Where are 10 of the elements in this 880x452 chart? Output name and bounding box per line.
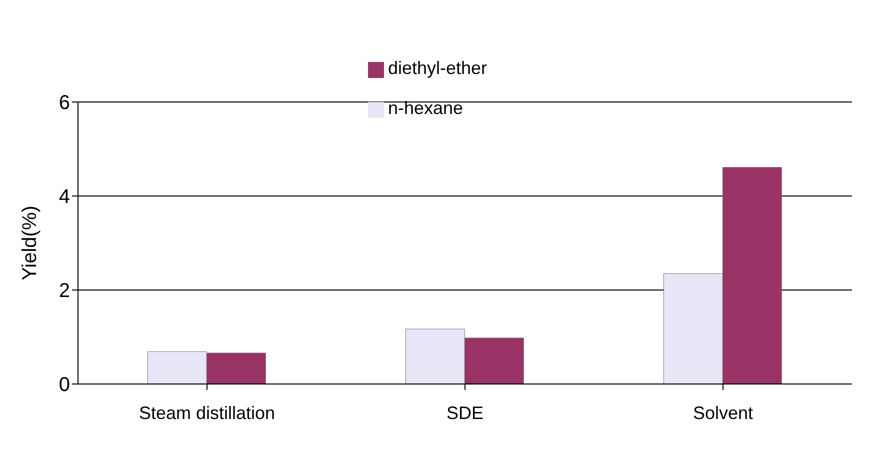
x-tick-label: SDE xyxy=(446,402,484,423)
legend-label: diethyl-ether xyxy=(388,58,488,78)
legend-label: n-hexane xyxy=(388,98,464,118)
x-tick-label: Solvent xyxy=(692,402,754,423)
y-tick-label: 4 xyxy=(58,186,70,208)
y-tick-label: 6 xyxy=(58,92,70,114)
x-tick-label: Steam distillation xyxy=(138,402,276,423)
y-tick-label: 2 xyxy=(58,280,70,302)
y-axis-title: Yield(%) xyxy=(19,206,42,280)
y-tick-label: 0 xyxy=(58,374,70,396)
